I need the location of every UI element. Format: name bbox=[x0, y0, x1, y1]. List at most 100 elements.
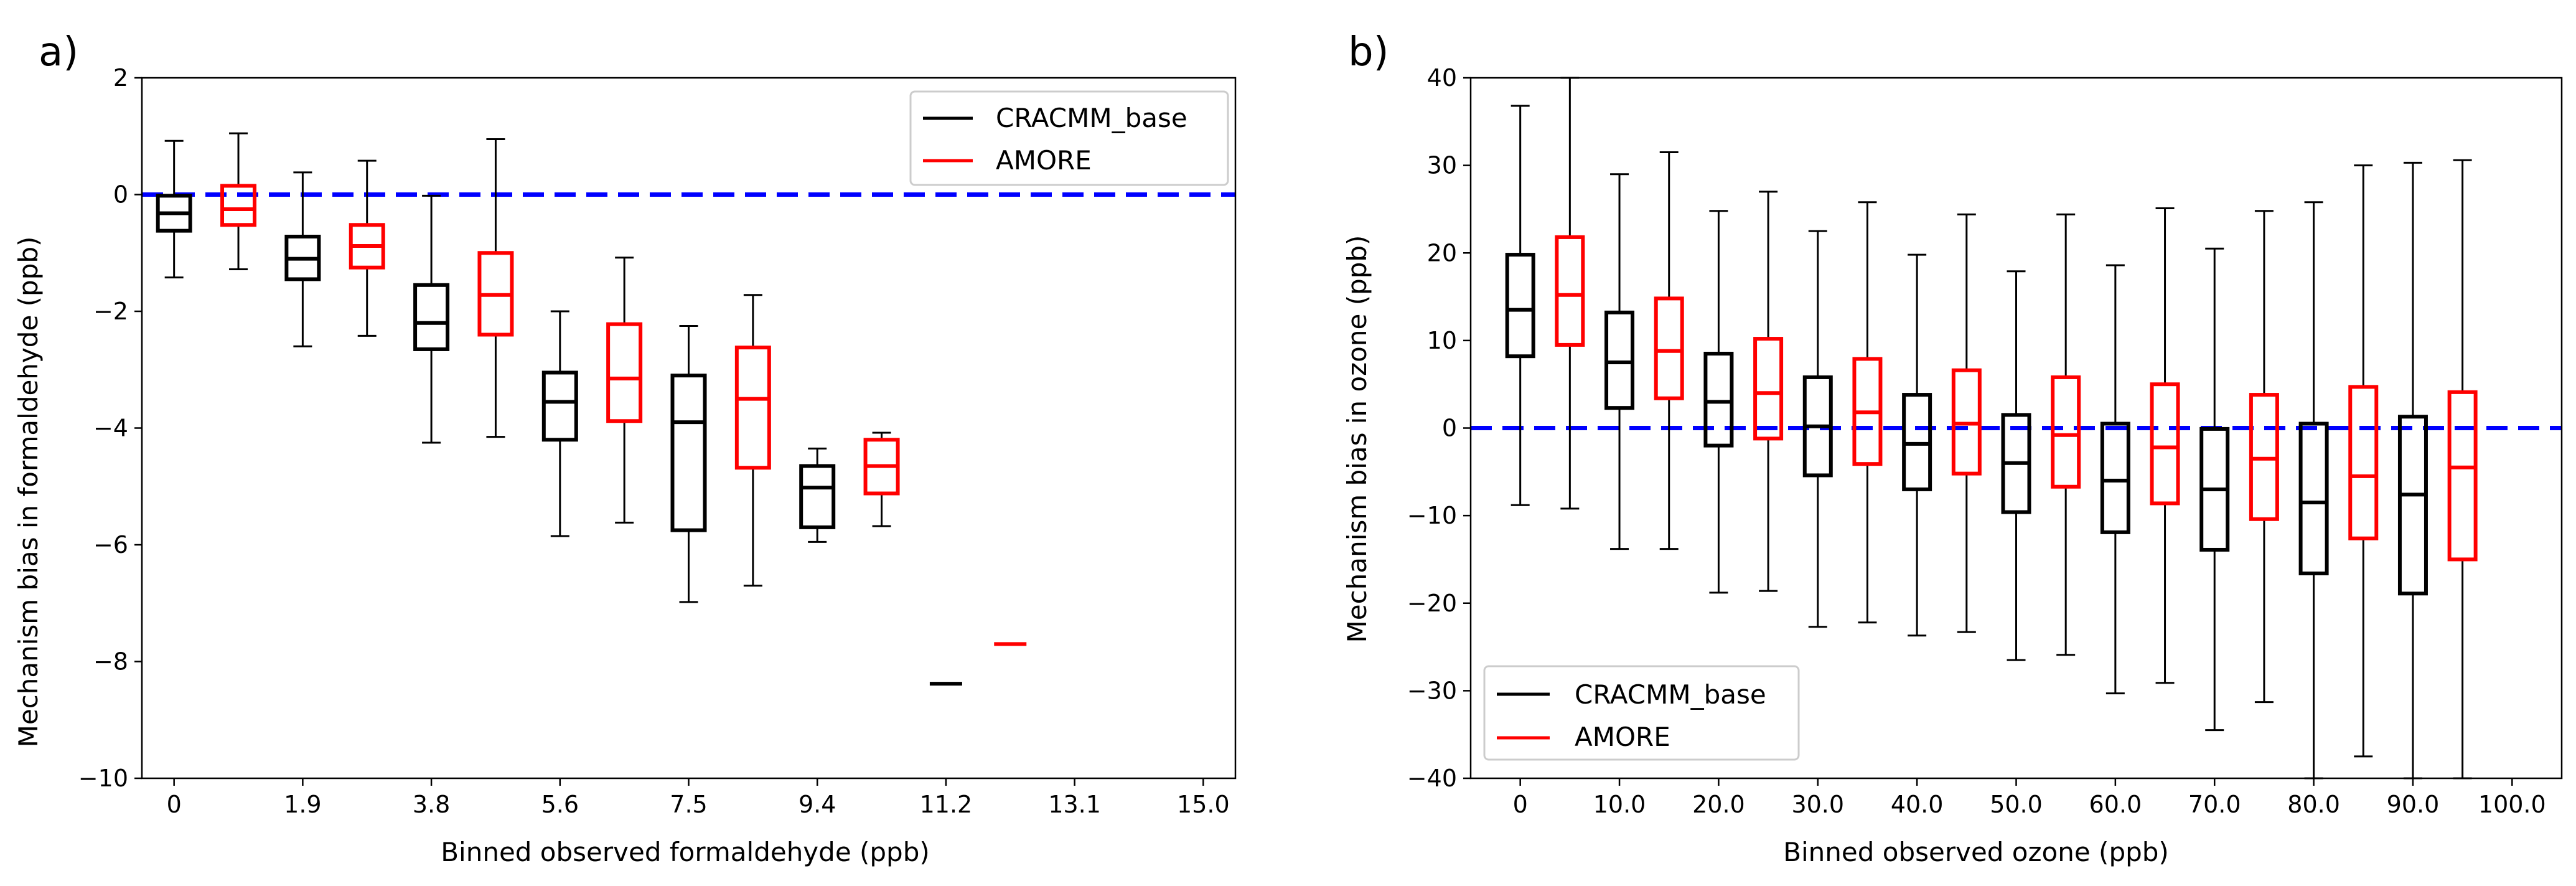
panel-a-x-tick-label: 0 bbox=[167, 791, 182, 818]
panel-a-legend: CRACMM_base AMORE bbox=[909, 90, 1229, 186]
panel-b-y-tick-label: 20 bbox=[1427, 239, 1457, 266]
panel-a-x-tick-label: 13.1 bbox=[1048, 791, 1101, 818]
panel-a-y-tick-label: −4 bbox=[93, 415, 128, 442]
panel-b-x-tick-label: 40.0 bbox=[1891, 791, 1944, 818]
panel-a-box-amore bbox=[477, 138, 514, 438]
panel-b-box-cracmm_base bbox=[1902, 253, 1932, 637]
panel-b-y-tick-label: 10 bbox=[1427, 327, 1457, 354]
panel-b-box-amore bbox=[2348, 164, 2379, 758]
panel-b-x-tick-label: 10.0 bbox=[1593, 791, 1646, 818]
panel-a-box-amore bbox=[606, 257, 643, 524]
panel-a-y-tick-label: −2 bbox=[93, 298, 128, 325]
panel-b-box-amore bbox=[2249, 210, 2279, 704]
panel-a-y-tick-label: −8 bbox=[93, 648, 128, 676]
panel-a-box-cracmm_base bbox=[541, 310, 578, 537]
panel-b-y-tick-label: −10 bbox=[1407, 502, 1457, 529]
panel-b-box-body bbox=[2298, 422, 2329, 575]
panel-b-box-body bbox=[1703, 351, 1734, 448]
panel-b-box-amore bbox=[2447, 159, 2478, 780]
panel-b-x-tick-label: 70.0 bbox=[2188, 791, 2241, 818]
panel-b-legend-label-amore: AMORE bbox=[1575, 722, 1670, 752]
panel-a-y-tick-label: −10 bbox=[78, 765, 128, 792]
panel-a-box-amore bbox=[863, 431, 900, 527]
panel-b-y-tick-label: −20 bbox=[1407, 590, 1457, 617]
panel-a-box-body bbox=[220, 184, 257, 227]
panel-b-box-amore bbox=[1555, 77, 1585, 510]
panel-b-box-amore bbox=[1654, 151, 1684, 550]
panel-a-y-tick-label: 0 bbox=[113, 181, 128, 209]
panel-b-box-cracmm_base bbox=[2199, 247, 2230, 732]
panel-a-box-body bbox=[799, 464, 836, 529]
panel-a-box-body bbox=[413, 283, 450, 351]
panel-a-box-amore bbox=[734, 294, 771, 587]
panel-a-x-tick-label: 3.8 bbox=[413, 791, 450, 818]
panel-a-x-tick-label: 15.0 bbox=[1177, 791, 1230, 818]
panel-a-box-amore bbox=[349, 159, 385, 337]
panel-a-x-tick-label: 11.2 bbox=[920, 791, 973, 818]
panel-a-label: a) bbox=[39, 29, 78, 75]
panel-b-legend: CRACMM_base AMORE bbox=[1483, 665, 1800, 761]
panel-a-box-cracmm_base bbox=[799, 447, 836, 543]
panel-a-x-tick-label: 1.9 bbox=[284, 791, 321, 818]
panel-b-box-body bbox=[1555, 235, 1585, 347]
panel-b-box-cracmm_base bbox=[2001, 270, 2031, 661]
panel-b-x-tick-label: 50.0 bbox=[1990, 791, 2043, 818]
panel-b-box-body bbox=[1604, 310, 1635, 410]
panel-a-box-body bbox=[670, 374, 707, 532]
panel-b-box-cracmm_base bbox=[2100, 264, 2130, 695]
panel-b-x-tick-label: 100.0 bbox=[2478, 791, 2546, 818]
panel-a-legend-label-cracmm: CRACMM_base bbox=[996, 103, 1187, 133]
panel-a-box-amore bbox=[220, 132, 257, 270]
panel-b-box-cracmm_base bbox=[1604, 173, 1635, 550]
panel-a-plot-area: −10 −8 −6 −4 −2 0 2 0 1.9 3.8 5.6 7.5 9.4 11.2 13.1 15.… bbox=[78, 64, 1237, 818]
panel-b-x-tick-label: 90.0 bbox=[2387, 791, 2440, 818]
panel-b-axes-frame bbox=[1469, 77, 2563, 780]
panel-b-box-amore bbox=[2150, 207, 2180, 684]
panel-b-box-body bbox=[2150, 382, 2180, 506]
panel-b-box-body bbox=[2397, 415, 2428, 596]
panel-b-box-amore bbox=[1753, 191, 1784, 592]
panel-b-box-cracmm_base bbox=[2298, 201, 2329, 780]
panel-b-box-body bbox=[1753, 337, 1784, 441]
panel-b-label: b) bbox=[1348, 29, 1389, 75]
panel-a-box-cracmm_base bbox=[670, 324, 707, 603]
panel-a-x-tick-label: 9.4 bbox=[799, 791, 836, 818]
panel-b-box-body bbox=[2100, 422, 2130, 534]
panel-b-y-axis-label: Mechanism bias in ozone (ppb) bbox=[1342, 235, 1372, 643]
panel-b-box-body bbox=[2348, 385, 2379, 540]
panel-b-x-tick-label: 60.0 bbox=[2089, 791, 2142, 818]
panel-a-box-cracmm_base bbox=[413, 194, 450, 444]
panel-b-x-tick-label: 20.0 bbox=[1692, 791, 1745, 818]
panel-b-box-amore bbox=[2051, 213, 2081, 656]
panel-b-y-tick-label: −40 bbox=[1407, 765, 1457, 792]
panel-b-y-tick-label: 30 bbox=[1427, 152, 1457, 179]
panel-b-box-cracmm_base bbox=[1505, 105, 1535, 506]
panel-a-x-axis-label: Binned observed formaldehyde (ppb) bbox=[441, 837, 930, 867]
panel-a-y-tick-label: 2 bbox=[113, 64, 128, 92]
panel-a-legend-frame bbox=[909, 90, 1229, 186]
panel-b-x-tick-label: 0 bbox=[1513, 791, 1528, 818]
panel-a-axes-frame bbox=[141, 77, 1237, 780]
panel-a-y-tick-label: −6 bbox=[93, 531, 128, 558]
panel-a: a) −10 −8 −6 −4 −2 0 2 0 1.9 3.8 5.6 7.5 9.4 11.2 13.1… bbox=[13, 29, 1237, 867]
panel-b: b) −40 −30 −20 −10 0 10 20 30 40 0 10.0 20.0 30.0 40.… bbox=[1342, 29, 2563, 867]
panel-b-plot-area: −40 −30 −20 −10 0 10 20 30 40 0 10.0 20.0 30.0 40.0 50… bbox=[1407, 64, 2563, 818]
panel-a-x-tick-label: 7.5 bbox=[670, 791, 707, 818]
panel-b-y-tick-label: 40 bbox=[1427, 64, 1457, 92]
panel-b-legend-label-cracmm: CRACMM_base bbox=[1575, 679, 1766, 710]
panel-a-box-cracmm_base bbox=[156, 139, 192, 279]
panel-b-x-tick-label: 80.0 bbox=[2287, 791, 2340, 818]
panel-b-box-cracmm_base bbox=[2397, 161, 2428, 780]
panel-a-y-axis-label: Mechanism bias in formaldehyde (ppb) bbox=[13, 237, 44, 748]
panel-b-y-tick-label: 0 bbox=[1442, 415, 1457, 442]
panel-a-box-body bbox=[541, 370, 578, 442]
panel-a-legend-label-amore: AMORE bbox=[996, 145, 1092, 176]
panel-b-box-body bbox=[2051, 375, 2081, 489]
panel-b-legend-frame bbox=[1483, 665, 1800, 761]
panel-a-box-cracmm_base bbox=[284, 171, 321, 347]
panel-b-box-body bbox=[1505, 253, 1535, 359]
panel-b-box-body bbox=[1654, 296, 1684, 400]
panel-b-box-amore bbox=[1951, 213, 1982, 633]
panel-a-box-body bbox=[734, 346, 771, 470]
